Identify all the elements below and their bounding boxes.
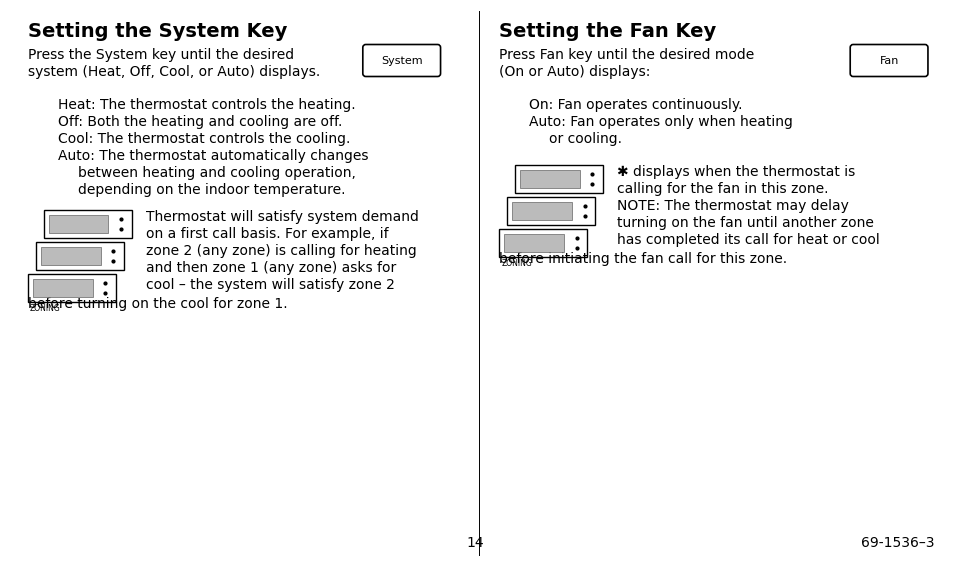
Text: before turning on the cool for zone 1.: before turning on the cool for zone 1. <box>28 297 287 311</box>
Text: and then zone 1 (any zone) asks for: and then zone 1 (any zone) asks for <box>146 261 395 275</box>
Bar <box>36 242 124 270</box>
Text: NOTE: The thermostat may delay: NOTE: The thermostat may delay <box>617 199 848 213</box>
Text: Cool: The thermostat controls the cooling.: Cool: The thermostat controls the coolin… <box>58 132 350 146</box>
Bar <box>41 247 100 265</box>
Text: Setting the Fan Key: Setting the Fan Key <box>498 22 716 41</box>
Text: depending on the indoor temperature.: depending on the indoor temperature. <box>77 183 345 197</box>
Text: before initiating the fan call for this zone.: before initiating the fan call for this … <box>498 252 786 266</box>
Text: System: System <box>380 55 422 66</box>
Bar <box>515 165 602 193</box>
Text: on a first call basis. For example, if: on a first call basis. For example, if <box>146 227 388 241</box>
Text: zone 2 (any zone) is calling for heating: zone 2 (any zone) is calling for heating <box>146 244 416 258</box>
Bar <box>44 210 132 238</box>
FancyBboxPatch shape <box>362 45 440 76</box>
Text: ZONING: ZONING <box>30 304 61 313</box>
Text: Press Fan key until the desired mode: Press Fan key until the desired mode <box>498 48 754 62</box>
Text: Auto: Fan operates only when heating: Auto: Fan operates only when heating <box>529 115 792 129</box>
Text: 14: 14 <box>466 536 484 550</box>
Text: Press the System key until the desired: Press the System key until the desired <box>28 48 294 62</box>
Text: system (Heat, Off, Cool, or Auto) displays.: system (Heat, Off, Cool, or Auto) displa… <box>28 65 320 79</box>
Bar <box>498 229 586 257</box>
Text: On: Fan operates continuously.: On: Fan operates continuously. <box>529 98 742 112</box>
Text: ✱ displays when the thermostat is: ✱ displays when the thermostat is <box>617 165 854 179</box>
Text: turning on the fan until another zone: turning on the fan until another zone <box>617 216 873 230</box>
Bar <box>512 202 572 220</box>
Text: ZONING: ZONING <box>501 259 532 268</box>
Bar <box>32 279 92 297</box>
Text: (On or Auto) displays:: (On or Auto) displays: <box>498 65 650 79</box>
Text: Heat: The thermostat controls the heating.: Heat: The thermostat controls the heatin… <box>58 98 355 112</box>
Bar <box>504 234 563 252</box>
Text: 69-1536–3: 69-1536–3 <box>861 536 934 550</box>
Text: cool – the system will satisfy zone 2: cool – the system will satisfy zone 2 <box>146 278 394 292</box>
Text: Fan: Fan <box>879 55 898 66</box>
Text: Auto: The thermostat automatically changes: Auto: The thermostat automatically chang… <box>58 149 368 163</box>
Text: or cooling.: or cooling. <box>549 132 621 146</box>
Text: between heating and cooling operation,: between heating and cooling operation, <box>77 166 355 180</box>
Bar <box>519 170 579 188</box>
Text: Off: Both the heating and cooling are off.: Off: Both the heating and cooling are of… <box>58 115 342 129</box>
Text: Setting the System Key: Setting the System Key <box>28 22 287 41</box>
FancyBboxPatch shape <box>849 45 927 76</box>
Text: Thermostat will satisfy system demand: Thermostat will satisfy system demand <box>146 210 418 224</box>
Text: calling for the fan in this zone.: calling for the fan in this zone. <box>617 182 827 196</box>
Bar <box>507 197 595 225</box>
Bar <box>49 215 109 233</box>
Text: has completed its call for heat or cool: has completed its call for heat or cool <box>617 233 879 247</box>
Bar <box>28 274 115 302</box>
